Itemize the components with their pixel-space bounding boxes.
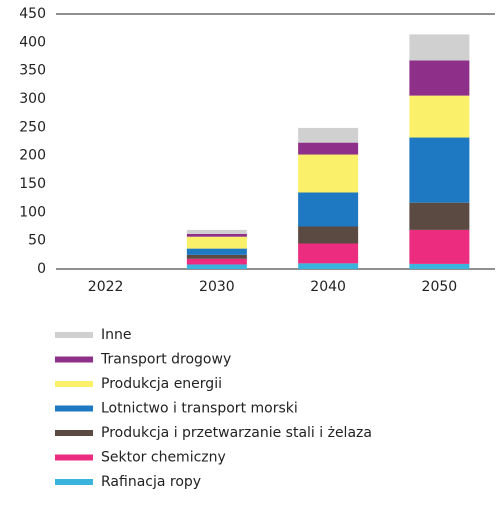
bar-segment [409,137,470,203]
legend-label: Sektor chemiczny [101,450,226,466]
y-tick-label: 300 [19,91,46,107]
legend-swatch [55,356,93,363]
bar-segment [186,233,247,237]
x-tick-label: 2040 [310,279,346,295]
y-tick-label: 100 [19,204,46,220]
legend-label: Produkcja i przetwarzanie stali i żelaza [101,425,372,441]
bar-segment [186,258,247,265]
legend-label: Inne [101,327,132,343]
y-tick-label: 400 [19,34,46,50]
y-tick-label: 250 [19,119,46,135]
bar-segment [409,34,470,61]
legend-label: Transport drogowy [100,352,231,368]
y-tick-label: 200 [19,148,46,164]
bar-segment [186,229,247,234]
bar-segment [298,127,359,143]
bar-segment [186,236,247,249]
x-tick-label: 2022 [88,279,124,295]
legend-swatch [55,430,93,436]
x-tick-label: 2030 [199,279,235,295]
bar-segment [186,264,247,269]
legend-label: Rafinacja ropy [101,474,201,490]
legend-label: Lotnictwo i transport morski [101,401,298,417]
bar-segment [186,254,247,259]
legend-swatch [55,405,93,412]
bar-segment [409,60,470,96]
y-tick-label: 50 [28,233,46,249]
bar-segment [298,243,359,264]
bar-segment [298,226,359,244]
y-tick-label: 0 [37,261,46,277]
legend-swatch [55,332,93,338]
y-tick-label: 350 [19,63,46,79]
legend-label: Produkcja energii [101,376,222,392]
bar-segment [186,248,247,255]
bar-segment [298,192,359,227]
bar-segment [409,95,470,138]
legend-swatch [55,479,93,485]
legend-swatch [55,381,93,387]
bar-segment [409,263,470,269]
legend-swatch [55,454,93,461]
bar-segment [298,142,359,155]
bar-segment [409,229,470,264]
bar-segment [298,154,359,193]
bar-segment [298,263,359,269]
y-tick-label: 150 [19,176,46,192]
x-tick-label: 2050 [422,279,458,295]
y-tick-label: 450 [19,6,46,22]
bar-segment [409,202,470,230]
